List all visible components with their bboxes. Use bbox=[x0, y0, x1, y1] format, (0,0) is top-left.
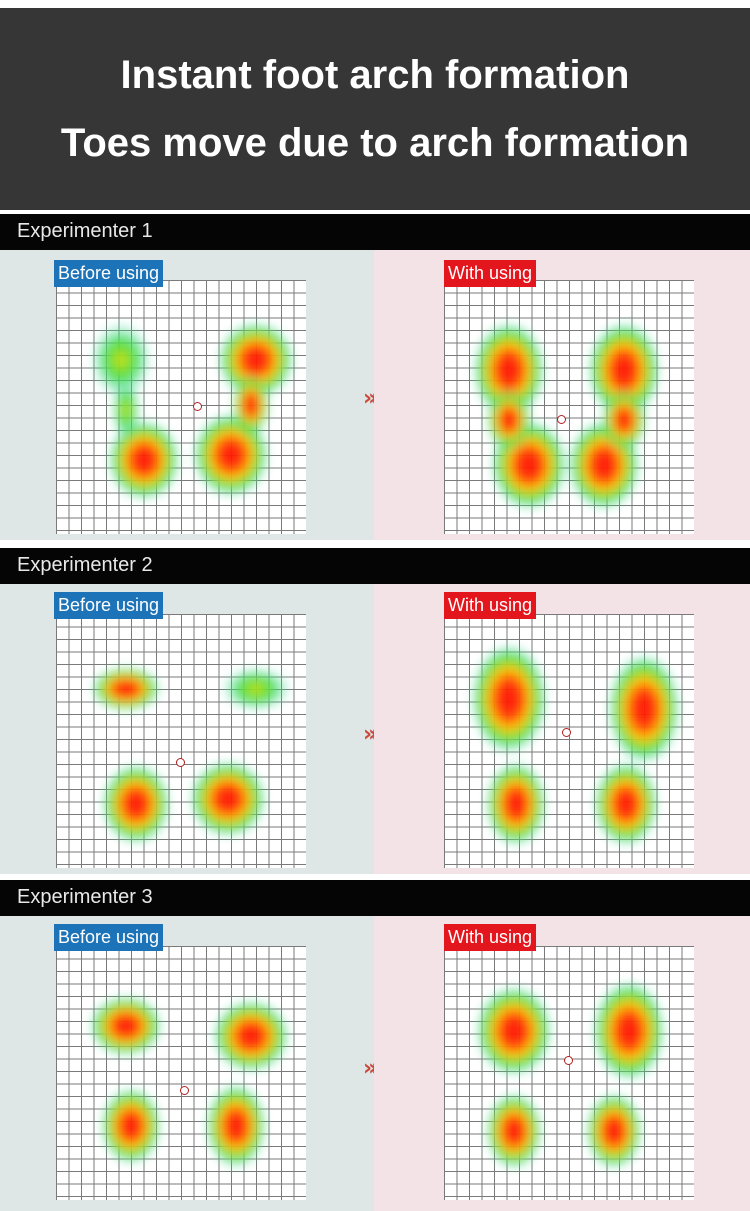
pressure-grid bbox=[56, 614, 306, 868]
section-title-bar: Experimenter 2 bbox=[0, 548, 750, 584]
pressure-grid bbox=[444, 280, 694, 534]
experiment-section-2: Experimenter 2 Before using »» With bbox=[0, 548, 750, 874]
pressure-heatmap-before bbox=[91, 322, 294, 500]
before-using-badge: Before using bbox=[54, 260, 164, 287]
with-using-badge: With using bbox=[444, 924, 537, 951]
pressure-heatmap-before bbox=[92, 667, 290, 844]
section-title-bar: Experimenter 1 bbox=[0, 214, 750, 250]
center-marker bbox=[176, 758, 185, 767]
before-panel: Before using »» bbox=[0, 250, 386, 540]
pressure-heatmap-after bbox=[471, 644, 680, 846]
with-using-badge: With using bbox=[444, 592, 537, 619]
headline-line-2: Toes move due to arch formation bbox=[60, 121, 690, 165]
after-panel: With using bbox=[374, 250, 750, 540]
before-panel: Before using »» bbox=[0, 916, 386, 1211]
center-marker bbox=[180, 1086, 189, 1095]
section-title: Experimenter 1 bbox=[17, 220, 153, 242]
experiment-section-1: Experimenter 1 Before using »» bbox=[0, 214, 750, 540]
center-marker bbox=[557, 415, 566, 424]
with-using-badge: With using bbox=[444, 260, 537, 287]
pressure-grid bbox=[56, 946, 306, 1200]
center-marker bbox=[562, 728, 571, 737]
headline-line-1: Instant foot arch formation bbox=[120, 53, 630, 97]
header-banner: Instant foot arch formation Toes move du… bbox=[0, 8, 750, 210]
before-panel: Before using »» bbox=[0, 584, 386, 874]
section-title-bar: Experimenter 3 bbox=[0, 880, 750, 916]
experiment-section-3: Experimenter 3 Before using »» With bbox=[0, 880, 750, 1211]
before-using-badge: Before using bbox=[54, 592, 164, 619]
center-marker bbox=[564, 1056, 573, 1065]
section-title: Experimenter 3 bbox=[17, 886, 153, 908]
center-marker bbox=[193, 402, 202, 411]
pressure-grid bbox=[444, 946, 694, 1200]
pressure-heatmap-after bbox=[473, 322, 660, 510]
before-using-badge: Before using bbox=[54, 924, 164, 951]
pressure-heatmap-after bbox=[476, 981, 665, 1169]
after-panel: With using bbox=[374, 584, 750, 874]
after-panel: With using bbox=[374, 916, 750, 1211]
section-title: Experimenter 2 bbox=[17, 554, 153, 576]
pressure-heatmap-before bbox=[90, 996, 289, 1168]
